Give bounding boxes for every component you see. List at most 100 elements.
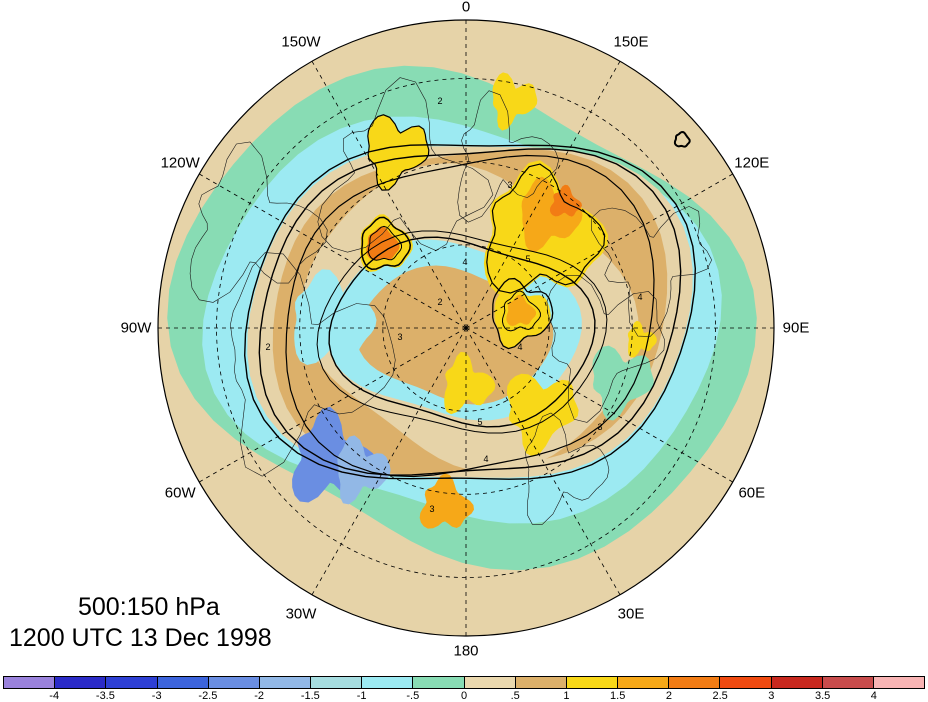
field-patch (444, 351, 496, 415)
contour-line (673, 130, 691, 148)
colorbar-swatch (618, 677, 670, 688)
colorbar-swatch (566, 677, 619, 688)
colorbar-tick-label: 1 (563, 690, 570, 702)
meridian-line (199, 173, 467, 329)
field-patch (294, 269, 377, 365)
colorbar-swatch (464, 677, 516, 688)
colorbar-swatch (822, 677, 874, 688)
contour-value-label: 5 (525, 254, 530, 264)
meridian-line (311, 327, 467, 595)
colorbar-tick-label: 0 (460, 690, 468, 702)
field-patch (506, 294, 536, 326)
colorbar-tick-label: 2 (665, 690, 672, 702)
contour-value-label: 4 (483, 454, 488, 464)
field-patch (419, 473, 474, 529)
colorbar-tick-label: -2 (254, 690, 264, 702)
colorbar-tick-label: -2.5 (198, 690, 218, 702)
meridian-line (465, 61, 621, 329)
longitude-label: 30W (285, 605, 317, 623)
longitude-label: 60W (164, 484, 196, 502)
coastline (317, 77, 494, 253)
coastline (525, 412, 610, 525)
colorbar-swatch (208, 677, 260, 688)
longitude-label: 90E (782, 319, 810, 337)
meridian-line (199, 327, 467, 483)
colorbar-tick-label: 3 (768, 690, 775, 702)
coastline (457, 90, 560, 223)
longitude-label: 0 (461, 0, 471, 16)
colorbar-tick-label: -3.5 (95, 690, 115, 702)
contour-line (501, 290, 541, 332)
contour-value-label: 4 (462, 257, 467, 267)
colorbar-swatch (771, 677, 823, 688)
contour-line (361, 216, 412, 270)
colorbar-swatch (669, 677, 721, 688)
colorbar-swatch (413, 677, 465, 688)
contour-line (367, 225, 402, 261)
colorbar-swatch (873, 677, 925, 688)
colorbar-tick-label: 1.5 (610, 690, 626, 702)
colorbar-tick-label: .5 (510, 690, 520, 702)
colorbar-swatch (55, 677, 107, 688)
meridian-line (465, 327, 621, 595)
contour-line (328, 236, 596, 428)
colorbar-swatch (4, 677, 56, 688)
colorbar-tick-label: -4 (49, 690, 60, 702)
meridian-line (311, 61, 467, 329)
coastline (189, 141, 328, 303)
contour-line (492, 277, 554, 350)
colorbar (3, 676, 925, 689)
field-patch (367, 114, 429, 191)
longitude-label: 120E (734, 154, 770, 172)
field-patch (627, 320, 657, 358)
contour-value-label: 4 (637, 292, 642, 302)
longitude-label: 30E (617, 605, 645, 623)
title-levels: 500:150 hPa (78, 593, 220, 621)
colorbar-swatch (157, 677, 209, 688)
longitude-label: 120W (160, 154, 200, 172)
field-patch (366, 226, 400, 261)
meridian-line (465, 327, 733, 483)
colorbar-tick-label: 2.5 (712, 690, 728, 702)
map-border (157, 19, 775, 637)
contour-value-label: 2 (265, 342, 270, 352)
contour-line (486, 163, 606, 294)
contour-line (243, 144, 697, 480)
contour-line (258, 148, 682, 476)
contour-value-label: 3 (597, 422, 602, 432)
title-datetime: 1200 UTC 13 Dec 1998 (9, 624, 272, 652)
colorbar-tick-label: -1 (356, 690, 367, 702)
longitude-label: 60E (738, 484, 766, 502)
contour-value-label: 3 (507, 180, 512, 190)
contour-value-label: 4 (517, 342, 522, 352)
colorbar-tick-label: 4 (870, 690, 877, 702)
colorbar-swatch (259, 677, 312, 688)
contour-value-label: 5 (477, 417, 482, 427)
contour-value-label: 3 (429, 504, 434, 514)
coastline (591, 206, 713, 337)
colorbar-swatch (311, 677, 363, 688)
colorbar-tick-label: -3 (151, 690, 162, 702)
colorbar-tick-label: -1.5 (300, 690, 320, 702)
colorbar-swatch (362, 677, 414, 688)
longitude-label: 150E (613, 33, 649, 51)
meridian-line (465, 173, 733, 329)
coastline (230, 252, 396, 477)
contour-value-label: 3 (397, 332, 402, 342)
latitude-circle (299, 161, 633, 495)
colorbar-swatch (106, 677, 158, 688)
colorbar-swatch (515, 677, 567, 688)
contour-value-label: 2 (437, 297, 442, 307)
longitude-label: 90W (120, 319, 152, 337)
longitude-label: 150W (281, 33, 321, 51)
field-patch (549, 184, 582, 217)
colorbar-tick-label: -.5 (406, 690, 420, 702)
field-patch (492, 72, 538, 131)
longitude-label: 180 (453, 642, 479, 660)
contour-line (285, 154, 655, 478)
colorbar-swatch (720, 677, 772, 688)
contour-line (316, 230, 608, 434)
colorbar-tick-label: 3.5 (814, 690, 831, 702)
contour-line (367, 114, 430, 191)
